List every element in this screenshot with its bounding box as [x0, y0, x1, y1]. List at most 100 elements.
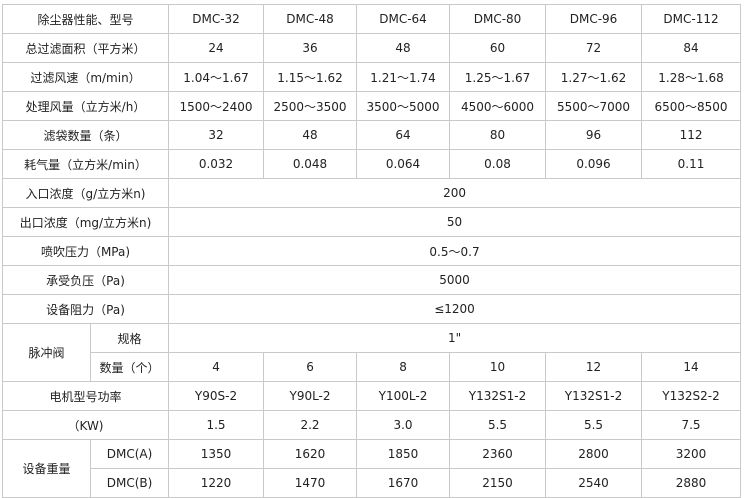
- spec-table: 除尘器性能、型号 DMC-32 DMC-48 DMC-64 DMC-80 DMC-96 DM…: [1, 4, 742, 498]
- table-cell: 2500～3500: [263, 91, 358, 121]
- table-cell: 24: [168, 33, 265, 63]
- row-label: 处理风量（立方米/h）: [1, 91, 170, 121]
- header-row: 除尘器性能、型号 DMC-32 DMC-48 DMC-64 DMC-80 DMC-96 DM…: [1, 4, 742, 34]
- weight-label: 设备重量: [2, 439, 91, 498]
- table-cell: 96: [545, 120, 643, 150]
- model-header: DMC-32: [168, 4, 265, 34]
- table-cell: 0.11: [641, 149, 742, 179]
- table-cell: 0.032: [168, 149, 265, 179]
- table-cell: 0.096: [545, 149, 643, 179]
- table-cell: 2540: [545, 468, 643, 498]
- header-label: 除尘器性能、型号: [1, 4, 170, 34]
- table-row: 喷吹压力（MPa) 0.5～0.7: [1, 236, 742, 266]
- motor-unit-label: （KW): [1, 410, 170, 440]
- row-label: 入口浓度（g/立方米n): [1, 178, 170, 208]
- table-row: 总过滤面积（平方米） 24 36 48 60 72 84: [1, 33, 742, 63]
- table-cell: 32: [168, 120, 265, 150]
- pulse-valve-spec-value: 1": [168, 323, 742, 353]
- table-cell: 200: [168, 178, 742, 208]
- table-cell: 1.04～1.67: [168, 62, 265, 92]
- row-label: 喷吹压力（MPa): [1, 236, 170, 266]
- weight-row: 设备重量 DMC(A) 1350 1620 1850 2360 2800 3200: [2, 439, 742, 498]
- table-cell: Y90L-2: [263, 381, 358, 411]
- table-cell: Y132S1-2: [449, 381, 547, 411]
- table-cell: 72: [545, 33, 643, 63]
- table-row: 过滤风速（m/min） 1.04～1.67 1.15～1.62 1.21～1.74 1.…: [1, 62, 742, 92]
- weight-model-label: DMC(B): [89, 468, 170, 498]
- table-cell: Y100L-2: [356, 381, 451, 411]
- weight-model-label: DMC(A): [89, 439, 170, 469]
- table-cell: 36: [263, 33, 358, 63]
- table-cell: 1850: [356, 439, 451, 469]
- table-cell: 64: [356, 120, 451, 150]
- table-cell: 0.064: [356, 149, 451, 179]
- table-cell: Y132S1-2: [545, 381, 643, 411]
- table-cell: 1350: [168, 439, 265, 469]
- row-label: 总过滤面积（平方米）: [1, 33, 170, 63]
- table-cell: 1470: [263, 468, 358, 498]
- table-cell: 3.0: [356, 410, 451, 440]
- table-cell: 2.2: [263, 410, 358, 440]
- table-cell: 0.5～0.7: [168, 236, 742, 266]
- pulse-valve-label: 脉冲阀: [2, 323, 91, 382]
- table-cell: 6500～8500: [641, 91, 742, 121]
- table-cell: 3200: [641, 439, 742, 469]
- table-cell: 0.08: [449, 149, 547, 179]
- table-cell: 1.27～1.62: [545, 62, 643, 92]
- table-cell: 3500～5000: [356, 91, 451, 121]
- table-cell: 1.25～1.67: [449, 62, 547, 92]
- motor-power-row: （KW) 1.5 2.2 3.0 5.5 5.5 7.5: [1, 410, 742, 440]
- table-cell: 60: [449, 33, 547, 63]
- table-cell: 1670: [356, 468, 451, 498]
- row-label: 设备阻力（Pa): [1, 294, 170, 324]
- model-header: DMC-64: [356, 4, 451, 34]
- pulse-valve-count-label: 数量（个）: [89, 352, 170, 382]
- table-cell: 12: [545, 352, 643, 382]
- table-cell: 1.5: [168, 410, 265, 440]
- table-cell: ≤1200: [168, 294, 742, 324]
- table-cell: 1.15～1.62: [263, 62, 358, 92]
- table-row: 设备阻力（Pa) ≤1200: [1, 294, 742, 324]
- table-cell: 5.5: [545, 410, 643, 440]
- pulse-valve-count-row: 数量（个） 4 6 8 10 12 14: [3, 352, 742, 382]
- pulse-valve-spec-label: 规格: [89, 323, 170, 353]
- table-cell: 48: [356, 33, 451, 63]
- table-cell: 50: [168, 207, 742, 237]
- table-cell: 1.28～1.68: [641, 62, 742, 92]
- table-cell: 8: [356, 352, 451, 382]
- row-label: 滤袋数量（条）: [1, 120, 170, 150]
- table-row: 耗气量（立方米/min） 0.032 0.048 0.064 0.08 0.096 0.11: [1, 149, 742, 179]
- table-row: 入口浓度（g/立方米n) 200: [1, 178, 742, 208]
- motor-label: 电机型号功率: [1, 381, 170, 411]
- pulse-valve-spec-row: 脉冲阀 规格 1": [2, 323, 742, 382]
- model-header: DMC-112: [641, 4, 742, 34]
- table-cell: 5000: [168, 265, 742, 295]
- row-label: 过滤风速（m/min）: [1, 62, 170, 92]
- table-cell: 2880: [641, 468, 742, 498]
- table-cell: 84: [641, 33, 742, 63]
- table-cell: 4500～6000: [449, 91, 547, 121]
- table-row: 处理风量（立方米/h） 1500～2400 2500～3500 3500～5000 45…: [1, 91, 742, 121]
- weight-row: DMC(B) 1220 1470 1670 2150 2540 2880: [3, 468, 742, 498]
- table-cell: 5.5: [449, 410, 547, 440]
- table-cell: 2150: [449, 468, 547, 498]
- table-cell: 48: [263, 120, 358, 150]
- table-cell: 2360: [449, 439, 547, 469]
- table-cell: 2800: [545, 439, 643, 469]
- table-cell: 4: [168, 352, 265, 382]
- model-header: DMC-96: [545, 4, 643, 34]
- table-cell: 10: [449, 352, 547, 382]
- table-row: 出口浓度（mg/立方米n) 50: [1, 207, 742, 237]
- table-cell: 1500～2400: [168, 91, 265, 121]
- table-cell: 7.5: [641, 410, 742, 440]
- table-cell: 14: [641, 352, 742, 382]
- table-cell: 112: [641, 120, 742, 150]
- row-label: 耗气量（立方米/min）: [1, 149, 170, 179]
- row-label: 出口浓度（mg/立方米n): [1, 207, 170, 237]
- table-cell: 1220: [168, 468, 265, 498]
- table-cell: Y90S-2: [168, 381, 265, 411]
- model-header: DMC-48: [263, 4, 358, 34]
- table-row: 承受负压（Pa) 5000: [1, 265, 742, 295]
- row-label: 承受负压（Pa): [1, 265, 170, 295]
- table-cell: 1620: [263, 439, 358, 469]
